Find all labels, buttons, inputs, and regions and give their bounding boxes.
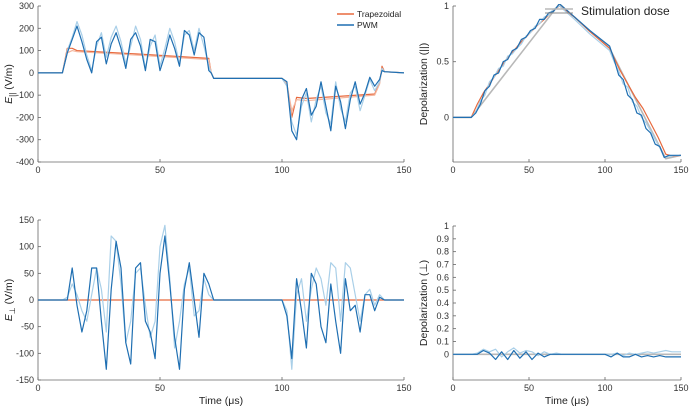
- x-tick-label: 50: [155, 383, 165, 393]
- y-tick-label: 0.9: [436, 234, 449, 244]
- x-axis-label: Time (μs): [545, 395, 589, 407]
- x-tick-label: 100: [274, 165, 289, 175]
- series-line-pwm: [453, 349, 681, 361]
- y-tick-label: 0.5: [436, 57, 449, 67]
- y-axis-label-symbol: E: [3, 96, 15, 104]
- x-tick-label: 0: [35, 383, 40, 393]
- series-line-pwm-light-: [38, 21, 404, 136]
- x-tick-label: 50: [155, 165, 165, 175]
- y-tick-label: 100: [19, 46, 34, 56]
- series-line-stimulation-dose: [453, 4, 681, 160]
- legend: Stimulation dose: [545, 4, 670, 18]
- x-tick-label: 100: [597, 165, 612, 175]
- y-tick-label: 300: [19, 1, 34, 11]
- y-axis-label-unit: (V/m): [3, 64, 15, 93]
- y-tick-label: 1: [444, 1, 449, 11]
- x-tick-label: 0: [450, 383, 455, 393]
- chart-e_parallel: 0 50 100 150 -400 -300 -200 -100 0 100 200 300 E|| (…: [3, 1, 412, 175]
- y-tick-label: -100: [16, 90, 34, 100]
- x-tick-label: 150: [673, 165, 688, 175]
- chart-depol_parallel: 0 50 100 150 0 0.5 1 Depolarization (||) Stimula…: [418, 1, 689, 175]
- y-axis-label: Depolarization (⊥): [418, 260, 430, 346]
- y-tick-label: 0.7: [436, 260, 449, 270]
- legend-entry: Stimulation dose: [581, 4, 670, 18]
- y-tick-label: 200: [19, 23, 34, 33]
- y-axis-label-symbol: E: [3, 313, 15, 321]
- series-line-pwm-light-: [38, 224, 404, 370]
- series-line-pwm: [38, 25, 404, 141]
- y-tick-label: 0.1: [436, 337, 449, 347]
- y-axis-label: Depolarization (||): [418, 43, 430, 126]
- legend-entry: PWM: [357, 20, 378, 30]
- x-tick-label: 0: [35, 165, 40, 175]
- y-tick-label: 0.3: [436, 311, 449, 321]
- x-tick-label: 50: [524, 383, 534, 393]
- y-tick-label: 0.4: [436, 298, 449, 308]
- y-tick-label: 0: [444, 349, 449, 359]
- y-tick-label: 0.6: [436, 272, 449, 282]
- y-tick-label: 1: [444, 221, 449, 231]
- x-tick-label: 100: [597, 383, 612, 393]
- chart-depol_perp: 0 50 100 150 0 0.1 0.2 0.3 0.4 0.5 0.6 0.7 0.8 0.9 1 De…: [418, 221, 689, 407]
- y-tick-label: 0.8: [436, 247, 449, 257]
- x-tick-label: 150: [396, 165, 411, 175]
- y-tick-label: 50: [24, 268, 34, 278]
- y-tick-label: 0.5: [436, 285, 449, 295]
- y-tick-label: 0.2: [436, 324, 449, 334]
- y-axis-label-subscript: ||: [8, 93, 17, 97]
- y-axis-label: E|| (V/m): [3, 64, 17, 104]
- chart-e_perp: 0 50 100 150 -150 -100 -50 0 50 100 150 E⊥ (V/m) Tim…: [3, 215, 412, 407]
- y-tick-label: 0: [444, 112, 449, 122]
- y-axis-label-subscript: ⊥: [8, 307, 17, 314]
- x-tick-label: 150: [396, 383, 411, 393]
- y-tick-label: -300: [16, 135, 34, 145]
- series-line-trapezoidal: [453, 5, 681, 157]
- y-tick-label: 0: [29, 68, 34, 78]
- series-line-pwm: [453, 4, 681, 159]
- series-line-pwm-light-: [453, 5, 681, 159]
- y-axis-label: E⊥ (V/m): [3, 279, 17, 322]
- x-axis-label: Time (μs): [199, 395, 243, 407]
- y-tick-label: -150: [16, 375, 34, 385]
- y-tick-label: 150: [19, 215, 34, 225]
- y-axis-label-unit: (V/m): [3, 279, 15, 308]
- y-tick-label: -400: [16, 157, 34, 167]
- x-tick-label: 100: [274, 383, 289, 393]
- y-tick-label: -100: [16, 348, 34, 358]
- y-tick-label: -50: [21, 322, 34, 332]
- y-tick-label: -200: [16, 112, 34, 122]
- x-tick-label: 50: [524, 165, 534, 175]
- x-tick-label: 0: [450, 165, 455, 175]
- x-tick-label: 150: [673, 383, 688, 393]
- y-tick-label: 0: [29, 295, 34, 305]
- series-line-pwm: [38, 235, 404, 370]
- y-tick-label: 100: [19, 242, 34, 252]
- legend-entry: Trapezoidal: [357, 9, 401, 19]
